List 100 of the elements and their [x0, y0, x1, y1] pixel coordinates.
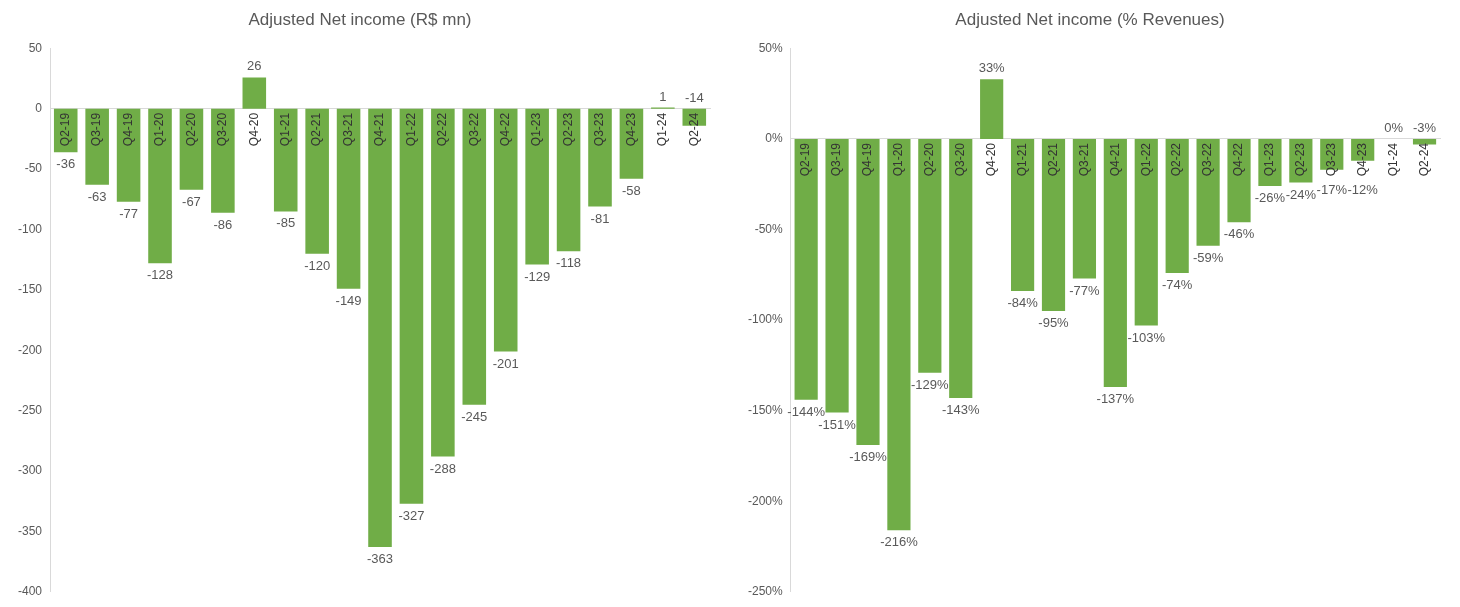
x-tick-label: Q1-22 — [1138, 142, 1153, 177]
y-tick-label: -100% — [748, 312, 784, 327]
x-tick-label: Q1-23 — [1262, 142, 1277, 177]
bar — [242, 77, 267, 109]
data-label: 33% — [978, 60, 1006, 76]
data-label: -14 — [684, 89, 704, 105]
y-tick-label: -50% — [754, 221, 784, 236]
data-label: -95% — [1038, 315, 1070, 331]
bar — [525, 108, 549, 265]
data-label: -144% — [787, 403, 826, 419]
x-tick-label: Q4-19 — [860, 142, 875, 177]
bar — [336, 108, 361, 289]
data-label: -118 — [556, 255, 582, 271]
bar — [305, 108, 329, 254]
data-label: 26 — [247, 58, 262, 74]
bar — [148, 108, 172, 264]
data-label: -363 — [366, 551, 394, 567]
bar — [462, 108, 487, 405]
bar — [273, 108, 298, 212]
data-label: -143% — [941, 402, 980, 418]
y-tick-label: -150% — [748, 402, 784, 417]
x-tick-label: Q4-23 — [623, 112, 638, 147]
data-label: -86 — [213, 216, 233, 232]
x-tick-label: Q3-23 — [1324, 142, 1339, 177]
y-tick-label: -100 — [17, 221, 43, 236]
data-label: -24% — [1285, 186, 1317, 202]
x-tick-label: Q1-20 — [891, 142, 906, 177]
data-label: -129% — [911, 376, 950, 392]
data-label: -77% — [1069, 282, 1101, 298]
data-label: -327 — [398, 507, 425, 523]
x-tick-label: Q3-19 — [829, 142, 844, 177]
data-label: -103% — [1127, 329, 1166, 345]
data-label: -63 — [87, 188, 107, 204]
y-tick-label: -250 — [17, 402, 43, 417]
x-tick-label: Q2-19 — [798, 142, 813, 177]
data-label: -85 — [276, 215, 296, 231]
x-tick-label: Q2-22 — [1169, 142, 1184, 177]
x-tick-label: Q2-20 — [922, 142, 937, 177]
x-tick-label: Q4-20 — [983, 142, 998, 177]
x-tick-label: Q1-23 — [529, 112, 544, 147]
y-tick-label: -150 — [17, 282, 43, 297]
chart-title: Adjusted Net income (R$ mn) — [248, 9, 472, 29]
x-tick-label: Q2-24 — [1416, 142, 1431, 177]
x-tick-label: Q2-21 — [1045, 142, 1060, 177]
data-label: -77 — [119, 205, 138, 221]
data-label: 1 — [659, 88, 667, 104]
x-tick-label: Q3-22 — [466, 112, 481, 147]
bar — [368, 108, 392, 548]
data-label: -245 — [461, 408, 488, 424]
bar — [556, 108, 581, 252]
data-label: -120 — [304, 257, 331, 273]
x-tick-label: Q2-23 — [560, 112, 575, 147]
bar — [211, 108, 235, 213]
data-label: -46% — [1223, 226, 1255, 242]
x-tick-label: Q4-22 — [1231, 142, 1246, 177]
chart-title: Adjusted Net income (% Revenues) — [955, 9, 1225, 29]
data-label: -84% — [1007, 295, 1039, 311]
x-tick-label: Q3-23 — [592, 112, 607, 147]
data-label: -201 — [492, 355, 519, 371]
bar — [431, 108, 455, 457]
y-tick-label: 0% — [765, 131, 784, 146]
x-tick-label: Q4-20 — [246, 112, 261, 147]
data-label: -26% — [1254, 190, 1286, 206]
x-tick-label: Q3-20 — [953, 142, 968, 177]
x-tick-label: Q4-21 — [372, 112, 387, 147]
x-tick-label: Q4-19 — [120, 112, 135, 147]
y-tick-label: 0 — [35, 101, 43, 116]
x-tick-label: Q2-22 — [435, 112, 450, 147]
x-tick-label: Q1-20 — [152, 112, 167, 147]
data-label: -59% — [1192, 249, 1224, 265]
data-label: -67 — [182, 193, 201, 209]
x-tick-label: Q1-21 — [1014, 142, 1029, 177]
y-tick-label: -400 — [17, 584, 43, 599]
data-label: -36 — [56, 156, 76, 172]
data-label: -58 — [622, 182, 641, 198]
y-tick-label: -250% — [748, 584, 784, 599]
x-tick-label: Q1-21 — [278, 112, 293, 147]
data-label: -128 — [147, 267, 174, 283]
x-tick-label: Q1-24 — [655, 112, 670, 147]
data-label: -149 — [335, 292, 362, 308]
x-tick-label: Q2-23 — [1293, 142, 1308, 177]
bar — [85, 108, 109, 185]
data-label: -74% — [1162, 277, 1193, 293]
y-tick-label: -200 — [17, 342, 43, 357]
data-label: -169% — [849, 449, 888, 465]
x-tick-label: Q2-19 — [58, 112, 73, 147]
bar — [116, 108, 141, 202]
data-label: -151% — [818, 416, 857, 432]
x-tick-label: Q2-24 — [686, 112, 701, 147]
y-tick-label: -350 — [17, 523, 43, 538]
x-tick-label: Q3-21 — [1076, 142, 1091, 177]
x-tick-label: Q4-22 — [498, 112, 513, 147]
y-tick-label: -50 — [24, 161, 43, 176]
x-tick-label: Q3-22 — [1200, 142, 1215, 177]
x-tick-label: Q3-19 — [89, 112, 104, 147]
bar — [399, 108, 424, 504]
data-label: -12% — [1347, 182, 1379, 198]
x-tick-label: Q3-21 — [340, 112, 355, 147]
y-tick-label: -300 — [17, 463, 43, 478]
y-tick-label: 50% — [758, 40, 783, 55]
